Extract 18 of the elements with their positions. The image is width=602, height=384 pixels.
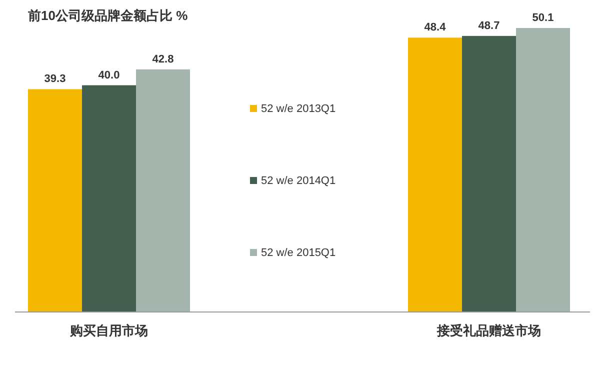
x-tick-label: 购买自用市场 [69,323,148,338]
data-label: 42.8 [152,53,174,66]
bar [408,38,462,312]
data-label: 39.3 [44,73,66,86]
legend-label: 52 w/e 2013Q1 [261,103,336,115]
chart-title: 前10公司级品牌金额占比 % [27,8,188,23]
legend-label: 52 w/e 2015Q1 [261,247,336,259]
bar [136,69,190,312]
bar [516,28,570,312]
x-tick-label: 接受礼品赠送市场 [436,323,541,338]
bar [28,89,82,312]
data-label: 48.4 [424,22,447,34]
data-label: 50.1 [532,12,554,24]
data-label: 40.0 [98,69,120,82]
bar [82,85,136,312]
bar [462,36,516,312]
data-label: 48.7 [478,20,500,32]
legend-label: 52 w/e 2014Q1 [261,175,336,187]
